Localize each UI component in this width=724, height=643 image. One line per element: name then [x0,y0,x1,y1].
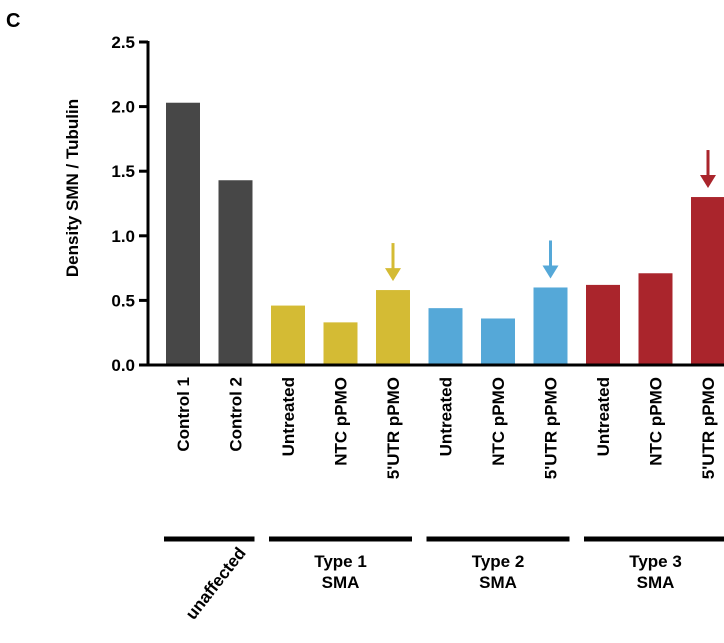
group-label: unaffected [182,544,250,623]
x-tick-label: 5'UTR pPMO [384,377,403,479]
highlight-arrow [385,243,401,282]
bar [638,273,673,365]
x-tick-label: Control 1 [174,377,193,452]
bar [586,284,620,365]
bar [376,290,410,365]
y-tick-label: 1.0 [111,227,135,246]
panel-label: C [6,10,20,32]
bar [533,287,568,365]
x-tick-label: 5'UTR pPMO [542,377,561,479]
bar [428,308,463,365]
group-label-sub: SMA [479,573,517,592]
group-label: Type 2 [472,552,525,571]
group: Type 2 SMA [426,536,570,592]
group: Type 3 SMA [584,536,724,592]
group-label: Type 3 [629,552,682,571]
group: unaffected [164,536,255,623]
x-tick-label: NTC pPMO [489,377,508,466]
y-axis: 0.0 0.5 1.0 1.5 2.0 2.5 [111,33,724,375]
highlight-arrow [700,150,716,189]
x-tick-label: Untreated [279,377,298,456]
x-tick-label: 5'UTR pPMO [699,377,718,479]
bar [323,322,358,365]
y-tick-label: 2.0 [111,98,135,117]
group-label-sub: SMA [322,573,360,592]
x-tick-label: Untreated [594,377,613,456]
group-label: Type 1 [314,552,367,571]
highlight-arrows [385,150,716,282]
bar [481,318,515,365]
x-tick-label: NTC pPMO [332,377,351,466]
bar [691,197,724,365]
bar [166,102,200,365]
y-axis-label: Density SMN / Tubulin [63,99,82,277]
bar [271,305,305,365]
bar [218,180,253,365]
group: Type 1 SMA [269,536,412,592]
group-labels: unaffected Type 1 SMA Type 2 SMA Type 3 SMA [164,536,724,623]
y-tick-label: 0.0 [111,356,135,375]
bars [166,102,724,365]
group-label-sub: SMA [637,573,675,592]
x-tick-labels: Control 1 Control 2 Untreated NTC pPMO 5'UTR… [174,377,718,479]
y-tick-label: 1.5 [111,162,135,181]
y-tick-label: 0.5 [111,291,135,310]
highlight-arrow [542,240,559,279]
x-tick-label: Control 2 [227,377,246,452]
x-tick-label: Untreated [437,377,456,456]
y-tick-label: 2.5 [111,33,135,52]
x-tick-label: NTC pPMO [647,377,666,466]
